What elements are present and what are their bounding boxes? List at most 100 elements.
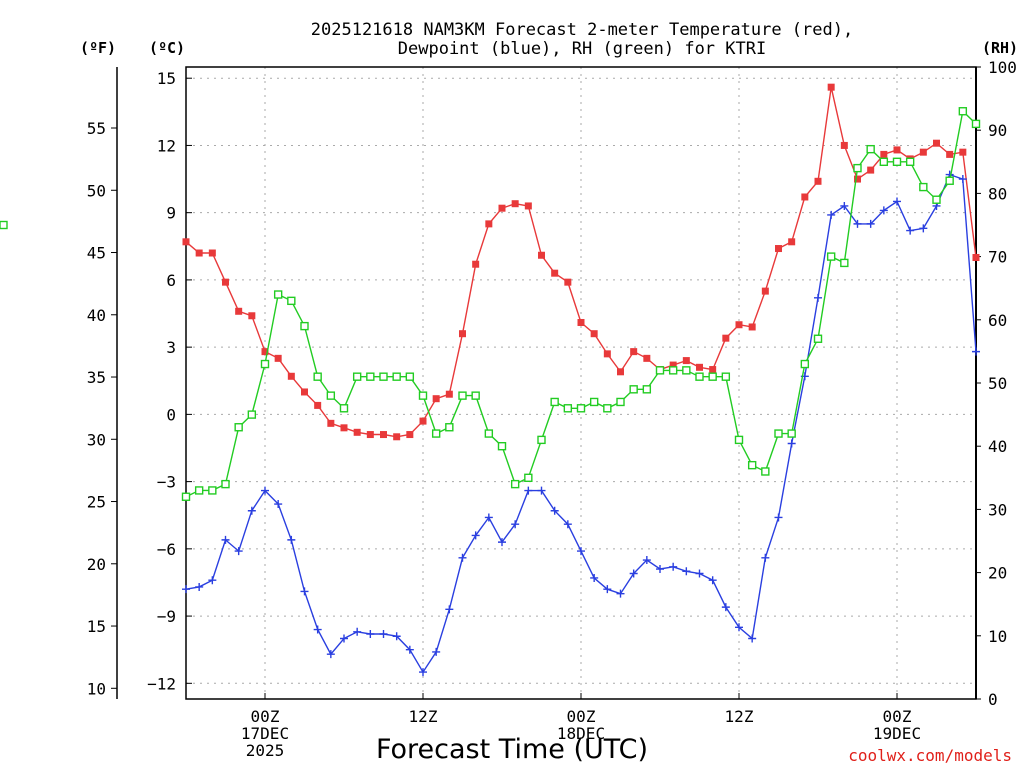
temperature-point (498, 204, 506, 212)
rh-point (787, 429, 796, 438)
rh-point (431, 429, 441, 438)
rh-point (840, 258, 849, 268)
dewpoint-point (853, 219, 862, 228)
dewpoint-point (247, 506, 256, 515)
dewpoint-point (563, 520, 572, 529)
dewpoint-point (221, 535, 230, 544)
rh-point (366, 372, 375, 381)
dewpoint-point (590, 573, 599, 582)
dewpoint-point (340, 634, 348, 643)
temperature-point (445, 390, 453, 398)
temperature-point (340, 424, 348, 432)
x-tick-label: 12Z (725, 707, 754, 726)
dewpoint-point (524, 486, 533, 495)
rh-point (971, 119, 981, 129)
temperature-point (946, 150, 954, 158)
temperature-point (630, 348, 638, 356)
temperature-point (709, 366, 717, 374)
celsius-tick-label: −12 (147, 674, 176, 693)
x-tick-label: 17DEC (241, 724, 289, 743)
temperature-point (524, 202, 532, 210)
dewpoint-point (958, 175, 967, 184)
rh-point (326, 391, 336, 400)
fahrenheit-tick-label: 20 (87, 555, 106, 574)
dewpoint-point (603, 585, 612, 594)
celsius-tick-label: −6 (157, 540, 176, 559)
temperature-point (722, 334, 730, 342)
dewpoint-point (313, 625, 322, 634)
dewpoint-point (748, 634, 757, 643)
dewpoint-point (906, 226, 915, 235)
celsius-tick-label: 9 (166, 204, 176, 223)
temperature-point (511, 200, 519, 208)
dewpoint-point (669, 562, 678, 571)
temperature-point (761, 287, 769, 295)
celsius-tick-label: 0 (166, 405, 176, 424)
rh-tick-label: 20 (988, 564, 1007, 583)
temperature-point (827, 83, 835, 91)
temperature-point (788, 238, 796, 246)
dewpoint-point (629, 569, 638, 578)
rh-tick-label: 10 (988, 627, 1007, 646)
dewpoint-point (735, 623, 743, 632)
temperature-point (564, 278, 572, 286)
temperature-point (801, 193, 809, 201)
dewpoint-point (972, 347, 980, 356)
fahrenheit-tick-label: 40 (87, 306, 106, 325)
temperature-point (393, 433, 401, 441)
fahrenheit-tick-label: 55 (87, 119, 106, 138)
rh-tick-label: 70 (988, 248, 1007, 267)
rh-point (471, 391, 480, 400)
rh-point (734, 435, 744, 445)
rh-tick-label: 100 (988, 58, 1017, 77)
temperature-point (182, 238, 190, 246)
temperature-point (669, 361, 677, 369)
rh-point (813, 334, 823, 343)
rh-point (313, 372, 322, 381)
rh-point (458, 391, 467, 400)
temperature-point (919, 148, 927, 156)
dewpoint-point (577, 547, 585, 556)
rh-point (589, 397, 599, 407)
temperature-point (261, 348, 269, 356)
dewpoint-point (695, 569, 704, 578)
temperature-point (366, 431, 374, 439)
chart-title-line-1: 2025121618 NAM3KM Forecast 2-meter Tempe… (311, 20, 853, 40)
rh-point (234, 423, 243, 432)
rh-point (747, 460, 757, 470)
fahrenheit-tick-label: 50 (87, 181, 106, 200)
temperature-point (208, 249, 216, 257)
celsius-tick-label: 3 (166, 338, 176, 357)
temperature-point (432, 395, 440, 403)
rh-point (826, 252, 836, 261)
temperature-point (933, 139, 940, 147)
dewpoint-point (379, 630, 388, 639)
x-tick-label: 12Z (409, 707, 438, 726)
x-tick-label: 2025 (246, 741, 285, 760)
dewpoint-point (405, 645, 414, 654)
rh-point (194, 486, 204, 495)
rh-point (418, 391, 428, 400)
rh-point (616, 397, 625, 407)
rh-point (853, 163, 862, 173)
rh-point (761, 467, 770, 476)
temperature-point (551, 269, 559, 277)
fahrenheit-tick-label: 35 (87, 368, 106, 387)
celsius-tick-label: 15 (157, 69, 176, 88)
dewpoint-point (458, 553, 467, 562)
rh-point (800, 359, 810, 369)
temperature-point (617, 368, 624, 376)
rh-point (497, 442, 507, 451)
rh-point (181, 492, 191, 501)
temperature-point (840, 141, 848, 149)
fahrenheit-tick-label: 45 (87, 244, 106, 263)
rh-point (524, 473, 533, 482)
rh-point (273, 290, 283, 299)
dewpoint-point (814, 293, 822, 302)
temperature-point (222, 278, 229, 286)
dewpoint-point (774, 513, 783, 522)
dewpoint-point (353, 627, 362, 636)
temperature-point (590, 330, 598, 338)
